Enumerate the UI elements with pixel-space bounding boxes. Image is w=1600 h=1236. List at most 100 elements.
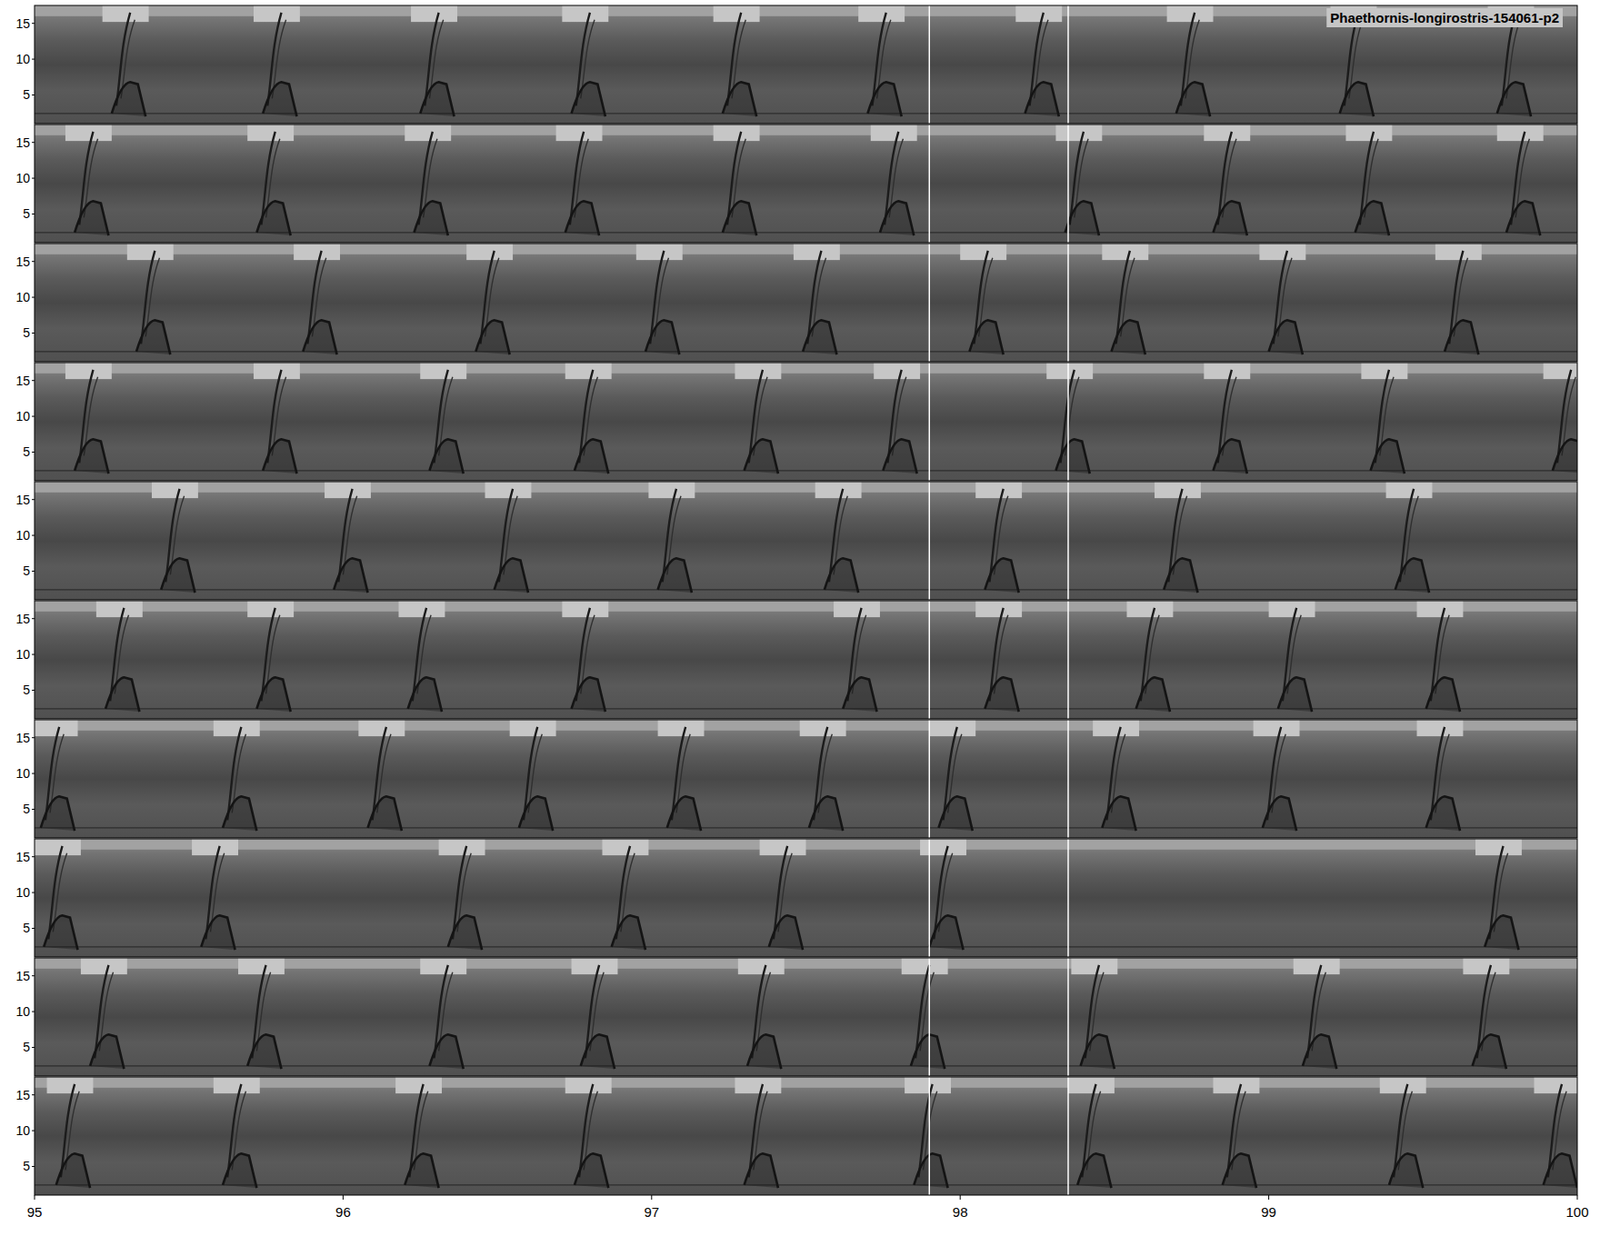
call-top-patch [238, 958, 285, 975]
segment-line [1067, 362, 1070, 481]
low-band-line [34, 827, 1578, 829]
call-top-patch [398, 600, 445, 618]
call-hump [368, 796, 402, 831]
call-top-patch [247, 600, 294, 618]
call [565, 362, 612, 474]
call-hump [1065, 200, 1100, 236]
call [34, 720, 79, 831]
panel-background [34, 1077, 1578, 1196]
call [873, 362, 920, 474]
y-tick [31, 332, 35, 334]
panel-content [34, 958, 1578, 1070]
panel-background [34, 720, 1578, 839]
call-top-patch [601, 839, 649, 856]
y-tick-label: 5 [22, 444, 30, 460]
call-top-patch [34, 720, 79, 737]
y-tick [31, 975, 35, 977]
call-hump [580, 1034, 615, 1070]
call [636, 243, 683, 355]
call [1345, 124, 1392, 236]
call [1068, 1077, 1115, 1189]
segment-line [1067, 481, 1070, 600]
call-hump [448, 915, 482, 950]
call-top-patch [253, 5, 300, 22]
call-hump [1213, 439, 1248, 474]
call-top-patch [1269, 600, 1316, 618]
call [1154, 481, 1201, 593]
call-top-patch [1386, 481, 1433, 499]
call [1360, 362, 1408, 474]
low-band-line [34, 1184, 1578, 1186]
call-hump [56, 1153, 90, 1189]
panel: 51015 [15, 600, 1578, 720]
y-tick [31, 22, 35, 24]
call-hump [429, 439, 463, 474]
x-tick-label: 99 [1260, 1204, 1277, 1220]
call [213, 720, 260, 831]
call-hump [571, 81, 606, 117]
call [561, 5, 609, 117]
call-top-patch [1417, 720, 1464, 737]
call-top-patch [738, 958, 785, 975]
call-top-patch [420, 958, 467, 975]
call-top-patch [253, 362, 300, 380]
segment-line [1067, 600, 1070, 720]
call [510, 720, 557, 831]
y-tick [31, 856, 35, 858]
call-top-patch [96, 600, 143, 618]
call-top-patch [1435, 243, 1482, 260]
panel-content [34, 1077, 1578, 1189]
call-hump [256, 200, 290, 236]
call-hump [667, 796, 701, 831]
y-tick-label: 15 [15, 969, 30, 984]
call-hump [565, 200, 600, 236]
y-tick-label: 15 [15, 492, 30, 508]
call [858, 5, 905, 117]
call [1046, 362, 1093, 474]
call-top-patch [1167, 5, 1214, 22]
call-hump [1426, 796, 1460, 831]
x-tick [1577, 1195, 1579, 1200]
call-hump [769, 915, 803, 950]
y-tick [31, 737, 35, 739]
y-tick-label: 15 [15, 611, 30, 627]
call-top-patch [713, 5, 760, 22]
y-tick-label: 10 [15, 290, 30, 305]
call-hump [1444, 320, 1479, 355]
call-hump [160, 558, 195, 593]
y-tick-label: 5 [22, 1159, 30, 1174]
call-top-patch [734, 362, 781, 380]
x-tick-label: 100 [1565, 1204, 1589, 1220]
call-hump [574, 1153, 609, 1189]
call-top-patch [975, 481, 1022, 499]
call-hump [1176, 81, 1210, 117]
x-tick-label: 96 [335, 1204, 351, 1220]
call [253, 362, 300, 474]
call-top-patch [1380, 1077, 1427, 1094]
call-top-patch [151, 481, 199, 499]
figure: 5101551015510155101551015510155101551015… [0, 0, 1600, 1236]
call-top-patch [1360, 362, 1408, 380]
call-top-patch [658, 720, 705, 737]
call [648, 481, 695, 593]
call-top-patch [561, 600, 609, 618]
segment-line [1067, 5, 1070, 124]
y-tick-label: 15 [15, 254, 30, 270]
call-hump [1302, 1034, 1337, 1070]
panel-background [34, 600, 1578, 720]
panel: 51015 [15, 1077, 1580, 1196]
call [929, 720, 976, 831]
x-tick [34, 1195, 36, 1200]
call-top-patch [565, 1077, 612, 1094]
panel: 51015 [15, 839, 1578, 958]
y-tick [31, 928, 35, 930]
call-hump [1269, 320, 1303, 355]
y-tick [31, 297, 35, 299]
x-tick-label: 95 [27, 1204, 43, 1220]
y-tick [31, 1047, 35, 1049]
call [238, 958, 285, 1070]
call [253, 5, 300, 117]
call-top-patch [1253, 720, 1300, 737]
panel-background [34, 124, 1578, 243]
call-top-patch [636, 243, 683, 260]
